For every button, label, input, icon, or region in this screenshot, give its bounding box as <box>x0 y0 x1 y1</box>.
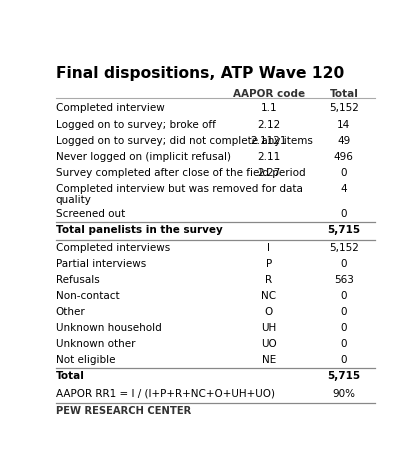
Text: AAPOR RR1 = I / (I+P+R+NC+O+UH+UO): AAPOR RR1 = I / (I+P+R+NC+O+UH+UO) <box>56 389 275 399</box>
Text: 5,152: 5,152 <box>329 242 359 252</box>
Text: 5,152: 5,152 <box>329 104 359 114</box>
Text: 2.11: 2.11 <box>257 152 281 162</box>
Text: R: R <box>265 275 273 285</box>
Text: Logged on to survey; did not complete any items: Logged on to survey; did not complete an… <box>56 136 312 146</box>
Text: 1.1: 1.1 <box>261 104 277 114</box>
Text: 0: 0 <box>341 307 347 317</box>
Text: Final dispositions, ATP Wave 120: Final dispositions, ATP Wave 120 <box>56 66 344 81</box>
Text: Screened out: Screened out <box>56 209 125 219</box>
Text: 5,715: 5,715 <box>327 225 360 235</box>
Text: Unknown household: Unknown household <box>56 323 162 333</box>
Text: Logged on to survey; broke off: Logged on to survey; broke off <box>56 119 215 129</box>
Text: O: O <box>265 307 273 317</box>
Text: Total: Total <box>56 371 85 381</box>
Text: Never logged on (implicit refusal): Never logged on (implicit refusal) <box>56 152 231 162</box>
Text: 0: 0 <box>341 209 347 219</box>
Text: Survey completed after close of the field period: Survey completed after close of the fiel… <box>56 168 305 178</box>
Text: 0: 0 <box>341 259 347 269</box>
Text: Total panelists in the survey: Total panelists in the survey <box>56 225 223 235</box>
Text: Refusals: Refusals <box>56 275 100 285</box>
Text: P: P <box>266 259 272 269</box>
Text: Completed interviews: Completed interviews <box>56 242 170 252</box>
Text: I: I <box>268 242 270 252</box>
Text: NC: NC <box>261 291 276 301</box>
Text: Completed interview but was removed for data: Completed interview but was removed for … <box>56 184 303 194</box>
Text: quality: quality <box>56 195 92 205</box>
Text: AAPOR code: AAPOR code <box>233 89 305 99</box>
Text: 2.1121: 2.1121 <box>251 136 287 146</box>
Text: 0: 0 <box>341 168 347 178</box>
Text: 2.12: 2.12 <box>257 119 281 129</box>
Text: UH: UH <box>261 323 277 333</box>
Text: 90%: 90% <box>332 389 355 399</box>
Text: 496: 496 <box>334 152 354 162</box>
Text: 0: 0 <box>341 339 347 349</box>
Text: Non-contact: Non-contact <box>56 291 119 301</box>
Text: 14: 14 <box>337 119 350 129</box>
Text: 5,715: 5,715 <box>327 371 360 381</box>
Text: 4: 4 <box>341 184 347 194</box>
Text: 2.27: 2.27 <box>257 168 281 178</box>
Text: Not eligible: Not eligible <box>56 355 115 365</box>
Text: Completed interview: Completed interview <box>56 104 165 114</box>
Text: Unknown other: Unknown other <box>56 339 135 349</box>
Text: 0: 0 <box>341 355 347 365</box>
Text: UO: UO <box>261 339 277 349</box>
Text: 563: 563 <box>334 275 354 285</box>
Text: PEW RESEARCH CENTER: PEW RESEARCH CENTER <box>56 406 191 416</box>
Text: Other: Other <box>56 307 86 317</box>
Text: 0: 0 <box>341 323 347 333</box>
Text: NE: NE <box>262 355 276 365</box>
Text: 49: 49 <box>337 136 350 146</box>
Text: Total: Total <box>329 89 358 99</box>
Text: Partial interviews: Partial interviews <box>56 259 146 269</box>
Text: 0: 0 <box>341 291 347 301</box>
